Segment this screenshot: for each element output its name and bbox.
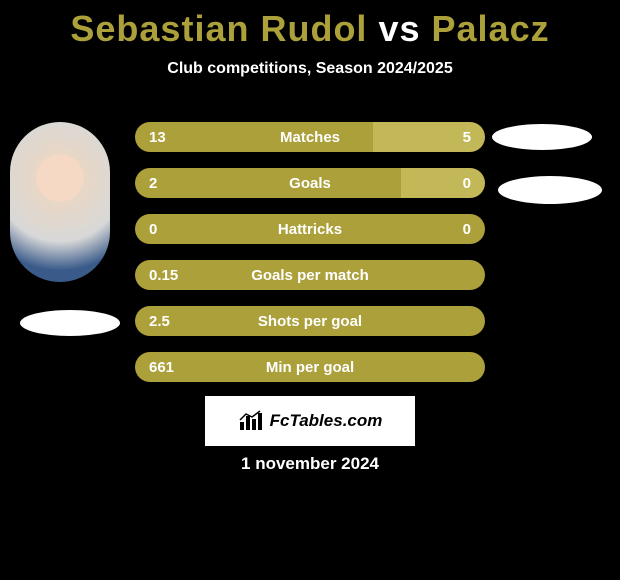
stat-row: 2.5Shots per goal [135,306,485,336]
stats-bars: 135Matches20Goals00Hattricks0.15Goals pe… [135,122,485,398]
stat-bar-left: 2 [135,168,401,198]
player1-name-oval [20,310,120,336]
brand-text: FcTables.com [270,411,383,431]
subtitle: Club competitions, Season 2024/2025 [0,60,620,78]
stat-bar-left: 2.5 [135,306,485,336]
player1-avatar [10,122,110,282]
stat-bar-left: 13 [135,122,373,152]
stat-bar-left: 0.15 [135,260,485,290]
date-text: 1 november 2024 [0,454,620,474]
stat-value-left: 2 [135,175,157,192]
title-player2: Palacz [432,8,550,49]
stat-bar-left: 0 [135,214,485,244]
stat-row: 20Goals [135,168,485,198]
stat-value-right: 0 [463,175,485,192]
player2-avatar-oval [492,124,592,150]
stat-value-right: 5 [463,129,485,146]
player2-name-oval [498,176,602,204]
stat-value-left: 2.5 [135,313,170,330]
brand-box: FcTables.com [205,396,415,446]
title-vs: vs [378,8,420,49]
stat-value-left: 661 [135,359,174,376]
stat-value-left: 0.15 [135,267,178,284]
stat-value-left: 0 [135,221,157,238]
stat-row: 0.15Goals per match [135,260,485,290]
stat-row: 661Min per goal [135,352,485,382]
stat-value-left: 13 [135,129,166,146]
title-player1: Sebastian Rudol [70,8,367,49]
page-title: Sebastian Rudol vs Palacz [0,0,620,50]
stat-bar-left: 661 [135,352,485,382]
stat-row: 135Matches [135,122,485,152]
brand-chart-icon [238,410,264,432]
stat-row: 00Hattricks [135,214,485,244]
stat-bar-right: 0 [401,168,485,198]
stat-bar-right: 5 [373,122,485,152]
stat-value-right: 0 [463,221,485,238]
